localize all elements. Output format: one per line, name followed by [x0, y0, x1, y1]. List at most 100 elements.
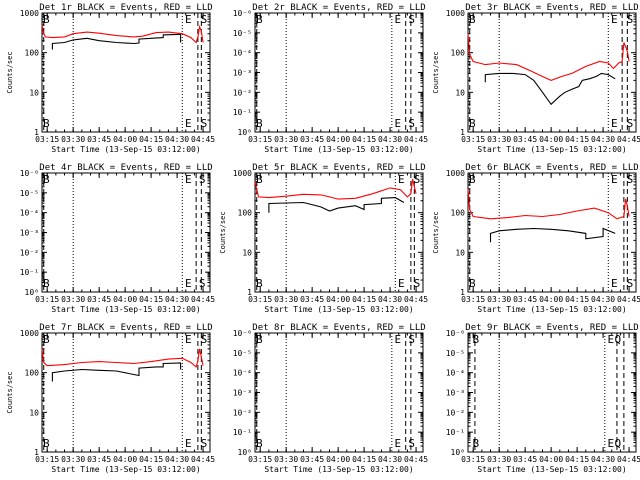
x-tick-label: 04:45: [617, 455, 640, 464]
x-tick-label: 04:30: [378, 295, 402, 304]
plot-frame: [41, 332, 211, 453]
series-lld-line: [254, 178, 417, 200]
plot-frame: [467, 12, 637, 133]
x-tick-label: 04:00: [113, 455, 137, 464]
x-tick-label: 04:00: [326, 295, 350, 304]
x-axis-label: Start Time (13-Sep-15 03:12:00): [477, 145, 626, 154]
x-tick-label: 03:30: [274, 135, 298, 144]
marker-b-bottom: B: [256, 117, 263, 130]
marker-e-bottom: E: [398, 277, 405, 290]
y-tick-label: 10⁻⁵: [233, 349, 252, 358]
x-tick-label: 04:15: [352, 135, 376, 144]
y-tick-label: 100: [25, 369, 40, 378]
x-tick-label: 03:45: [513, 455, 537, 464]
x-tick-label: 03:15: [248, 135, 272, 144]
x-tick-label: 03:15: [248, 295, 272, 304]
y-tick-label: 1: [247, 288, 252, 297]
x-tick-label: 04:15: [139, 135, 163, 144]
x-tick-label: 03:15: [461, 295, 485, 304]
y-tick-label: 10⁻⁵: [446, 349, 465, 358]
marker-b-top: B: [472, 333, 479, 346]
x-tick-label: 04:30: [591, 135, 615, 144]
marker-b-bottom: B: [469, 117, 476, 130]
panel-det-8: Det 8r BLACK = Events, RED = LLD 10⁰ 10⁻¹ 1…: [233, 323, 429, 474]
marker-b-top: B: [43, 13, 50, 26]
x-tick-label: 03:15: [461, 455, 485, 464]
panel-title: Det 2r BLACK = Events, RED = LLD: [252, 3, 425, 13]
marker-e-top: E: [608, 333, 615, 346]
y-tick-label: 10⁻⁶: [233, 9, 252, 18]
marker-e-top: E: [185, 13, 192, 26]
marker-e-bottom: E: [608, 437, 615, 450]
y-tick-label: 100: [451, 209, 466, 218]
panel-det-6: Det 6r BLACK = Events, RED = LLD 1 10 100 10…: [432, 163, 640, 314]
x-tick-label: 04:15: [565, 135, 589, 144]
series-events-line: [51, 362, 182, 382]
x-tick-label: 03:30: [487, 135, 511, 144]
marker-e-bottom: E: [185, 437, 192, 450]
marker-s-top: S: [627, 173, 634, 186]
marker-s-bottom: S: [201, 437, 208, 450]
panel-title: Det 9r BLACK = Events, RED = LLD: [465, 323, 638, 333]
x-tick-label: 04:45: [404, 455, 428, 464]
panel-det-5: Det 5r BLACK = Events, RED = LLD 1 10 100 10…: [219, 163, 428, 314]
marker-b-top: B: [256, 173, 263, 186]
panel-title: Det 5r BLACK = Events, RED = LLD: [252, 163, 425, 173]
y-tick-label: 10: [455, 248, 465, 257]
x-axis-label: Start Time (13-Sep-15 03:12:00): [51, 305, 200, 314]
y-tick-label: 10⁻⁶: [446, 329, 465, 338]
marker-b-bottom: B: [43, 277, 50, 290]
y-tick-label: 100: [238, 209, 253, 218]
y-axis-label: Counts/sec: [432, 51, 440, 93]
series-lld-line: [467, 33, 630, 81]
x-tick-label: 04:00: [326, 135, 350, 144]
marker-e-bottom: E: [611, 277, 618, 290]
y-tick-label: 10⁻¹: [446, 428, 465, 437]
y-tick-label: 10⁻⁴: [233, 49, 252, 58]
panel-title: Det 6r BLACK = Events, RED = LLD: [465, 163, 638, 173]
y-tick-label: 100: [25, 49, 40, 58]
y-tick-label: 1000: [233, 169, 252, 178]
y-tick-label: 10: [455, 88, 465, 97]
x-tick-label: 03:45: [300, 295, 324, 304]
x-tick-label: 03:45: [513, 135, 537, 144]
x-tick-label: 03:30: [274, 295, 298, 304]
marker-q-bottom: Q: [614, 437, 621, 450]
marker-s-top: S: [414, 173, 421, 186]
x-tick-label: 03:30: [61, 135, 85, 144]
x-tick-label: 04:30: [165, 295, 189, 304]
y-tick-label: 1: [34, 128, 39, 137]
y-tick-label: 10⁻¹: [20, 268, 39, 277]
marker-b-bottom: B: [43, 437, 50, 450]
x-tick-label: 03:15: [35, 295, 59, 304]
panel-det-2: Det 2r BLACK = Events, RED = LLD 10⁰ 10⁻¹ 1…: [233, 3, 429, 154]
y-tick-label: 10⁻²: [233, 408, 252, 417]
x-tick-label: 04:00: [539, 135, 563, 144]
y-tick-label: 1000: [20, 329, 39, 338]
x-tick-label: 04:45: [191, 455, 215, 464]
x-axis-label: Start Time (13-Sep-15 03:12:00): [477, 305, 626, 314]
series-events-line: [51, 33, 182, 50]
x-tick-label: 03:30: [487, 295, 511, 304]
marker-e-top: E: [395, 13, 402, 26]
series-events-line: [489, 227, 616, 243]
x-tick-label: 04:30: [378, 455, 402, 464]
marker-q-top: Q: [614, 333, 621, 346]
x-tick-label: 03:15: [35, 455, 59, 464]
panel-det-3: Det 3r BLACK = Events, RED = LLD 1 10 100 10…: [432, 3, 640, 154]
y-tick-label: 10⁰: [25, 288, 39, 297]
marker-e-top: E: [185, 333, 192, 346]
y-tick-label: 10⁻⁴: [20, 209, 39, 218]
x-tick-label: 04:15: [565, 455, 589, 464]
y-axis-label: Counts/sec: [432, 211, 440, 253]
y-tick-label: 10⁻³: [20, 229, 39, 238]
marker-s-bottom: S: [627, 277, 634, 290]
y-axis-label: Counts/sec: [6, 51, 14, 93]
x-tick-label: 03:30: [61, 295, 85, 304]
marker-e-top: E: [395, 333, 402, 346]
marker-e-top: E: [398, 173, 405, 186]
x-tick-label: 03:15: [248, 455, 272, 464]
marker-s-bottom: S: [627, 117, 634, 130]
marker-e-top: E: [185, 173, 192, 186]
marker-b-bottom: B: [43, 117, 50, 130]
